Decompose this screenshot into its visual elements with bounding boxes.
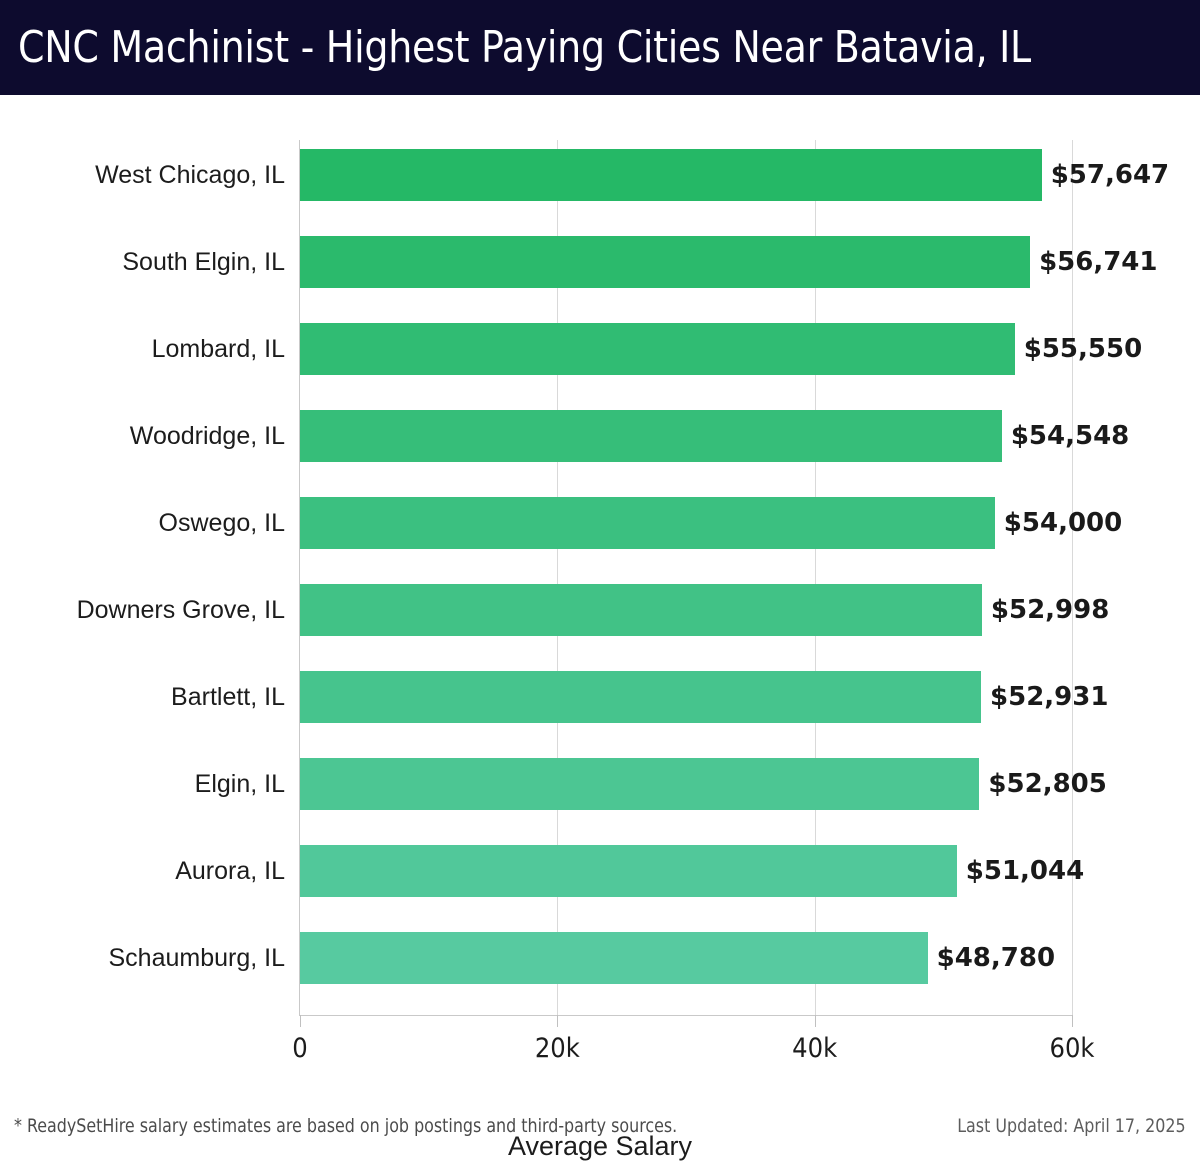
bar-value-label: $52,998	[990, 595, 1110, 625]
gridline	[557, 140, 559, 1015]
category-label: Downers Grove, IL	[76, 596, 285, 624]
bar[interactable]	[300, 932, 928, 984]
x-tick-label: 60k	[1049, 1033, 1095, 1064]
bar-value-label: $51,044	[965, 856, 1085, 886]
bar-value-label: $55,550	[1023, 334, 1143, 364]
category-label: Schaumburg, IL	[108, 944, 286, 972]
bar-value-label: $57,647	[1050, 160, 1170, 190]
x-tick-label: 40k	[792, 1033, 838, 1064]
footer-last-updated: Last Updated: April 17, 2025	[957, 1115, 1186, 1137]
y-axis-line	[299, 140, 300, 1015]
bar[interactable]	[300, 410, 1002, 462]
bar-row: Woodridge, IL $54,548	[130, 401, 1129, 488]
bar-row: Downers Grove, IL $52,998	[77, 575, 1109, 662]
x-tick-label: 0	[292, 1033, 308, 1064]
bar-value-label: $54,548	[1010, 421, 1130, 451]
bar-value-label: $56,741	[1039, 247, 1158, 277]
bar-row: South Elgin, IL $56,741	[122, 227, 1157, 314]
category-label: Oswego, IL	[158, 509, 285, 537]
bar-row: Oswego, IL $54,000	[159, 488, 1122, 575]
tick-mark	[1072, 1015, 1073, 1027]
footer: * ReadySetHire salary estimates are base…	[0, 1104, 1200, 1148]
x-axis-line	[299, 1015, 1073, 1016]
category-label: Elgin, IL	[194, 770, 285, 798]
bar[interactable]	[300, 149, 1042, 201]
bar[interactable]	[300, 323, 1015, 375]
header-banner: CNC Machinist - Highest Paying Cities Ne…	[0, 0, 1200, 95]
bar-row: Lombard, IL $55,550	[152, 314, 1142, 401]
bar[interactable]	[300, 497, 995, 549]
bar-row: Elgin, IL $52,805	[195, 749, 1107, 836]
footer-disclaimer: * ReadySetHire salary estimates are base…	[14, 1115, 678, 1137]
category-label: South Elgin, IL	[122, 248, 285, 276]
bar-row: Schaumburg, IL $48,780	[109, 923, 1072, 1010]
category-label: Aurora, IL	[175, 857, 285, 885]
tick-mark	[557, 1015, 559, 1027]
bar[interactable]	[300, 671, 982, 723]
bar-value-label: $52,931	[990, 682, 1109, 712]
gridline	[1072, 140, 1073, 1015]
page-title: CNC Machinist - Highest Paying Cities Ne…	[18, 22, 1031, 73]
bar-row: West Chicago, IL $57,647	[95, 140, 1169, 227]
category-label: Lombard, IL	[151, 335, 285, 363]
bar-chart: West Chicago, IL $57,647 South Elgin, IL $5…	[0, 95, 1200, 1161]
tick-mark	[814, 1015, 816, 1027]
plot-area: West Chicago, IL $57,647 South Elgin, IL $5…	[77, 140, 1169, 1064]
bar[interactable]	[300, 236, 1031, 288]
category-label: West Chicago, IL	[95, 161, 285, 189]
bar-row: Bartlett, IL $52,931	[171, 662, 1108, 749]
category-label: Bartlett, IL	[171, 683, 285, 711]
bar-value-label: $52,805	[988, 769, 1107, 799]
bar-value-label: $54,000	[1003, 508, 1123, 538]
bar-value-label: $48,780	[936, 943, 1056, 973]
gridline	[814, 140, 816, 1015]
category-label: Woodridge, IL	[129, 422, 285, 450]
bar[interactable]	[300, 584, 982, 636]
bar[interactable]	[300, 758, 980, 810]
x-axis-title: Average Salary	[507, 1131, 693, 1161]
bar-row: Aurora, IL $51,044	[175, 836, 1084, 923]
bar[interactable]	[300, 845, 957, 897]
tick-mark	[300, 1015, 301, 1027]
x-tick-label: 20k	[534, 1033, 580, 1064]
